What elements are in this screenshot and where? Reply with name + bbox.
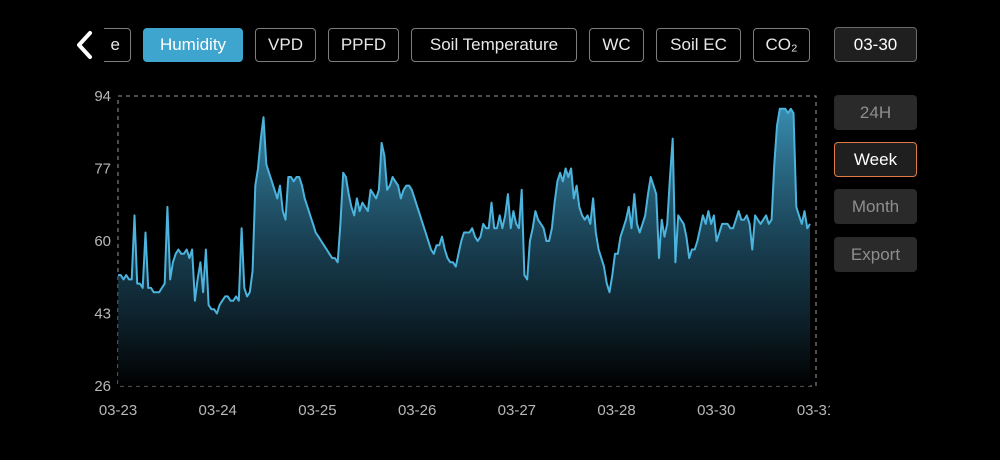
humidity-area xyxy=(118,108,810,387)
humidity-chart: 94 77 60 43 26 03-23 03-24 03-25 03-26 03-27 03-2… xyxy=(94,88,830,419)
y-tick-label: 77 xyxy=(94,161,111,178)
date-picker-button[interactable]: 03-30 xyxy=(834,27,917,62)
tab-label: Soil Temperature xyxy=(429,35,559,54)
export-label: Export xyxy=(850,244,901,264)
tab-ppfd[interactable]: PPFD xyxy=(328,28,399,62)
tab-soil-ec[interactable]: Soil EC xyxy=(656,28,741,62)
x-tick-label: 03-25 xyxy=(298,402,336,419)
tab-label: PPFD xyxy=(340,35,387,54)
x-tick-label: 03-27 xyxy=(498,402,536,419)
x-tick-label: 03-28 xyxy=(597,402,635,419)
tab-co2[interactable]: CO₂ xyxy=(753,28,810,62)
tab-label: CO₂ xyxy=(765,35,798,54)
tab-partial[interactable]: e xyxy=(104,28,131,62)
range-label: Week xyxy=(853,149,898,169)
metric-tabs: e Humidity VPD PPFD Soil Temperature WC … xyxy=(104,27,824,63)
range-24h-button[interactable]: 24H xyxy=(834,95,917,130)
y-tick-label: 43 xyxy=(94,306,111,323)
export-button[interactable]: Export xyxy=(834,237,917,272)
range-month-button[interactable]: Month xyxy=(834,189,917,224)
tab-humidity[interactable]: Humidity xyxy=(143,28,243,62)
x-tick-label: 03-30 xyxy=(697,402,735,419)
y-tick-label: 26 xyxy=(94,378,111,395)
y-tick-label: 60 xyxy=(94,233,111,250)
date-label: 03-30 xyxy=(853,34,898,54)
tab-vpd[interactable]: VPD xyxy=(255,28,316,62)
tab-label: WC xyxy=(602,35,631,54)
tab-label: Soil EC xyxy=(670,35,727,54)
range-label: Month xyxy=(851,196,900,216)
x-tick-label: 03-23 xyxy=(99,402,137,419)
range-label: 24H xyxy=(859,102,892,122)
tab-label: VPD xyxy=(268,35,303,54)
back-arrow-icon[interactable] xyxy=(72,28,102,62)
x-tick-label: 03-24 xyxy=(199,402,237,419)
tab-label: Humidity xyxy=(159,35,227,54)
x-tick-label: 03-31 xyxy=(797,402,830,419)
y-tick-label: 94 xyxy=(94,88,111,105)
tab-soil-temperature[interactable]: Soil Temperature xyxy=(411,28,577,62)
humidity-line xyxy=(118,107,811,315)
tab-wc[interactable]: WC xyxy=(589,28,644,62)
x-tick-label: 03-26 xyxy=(398,402,436,419)
range-week-button[interactable]: Week xyxy=(834,142,917,177)
